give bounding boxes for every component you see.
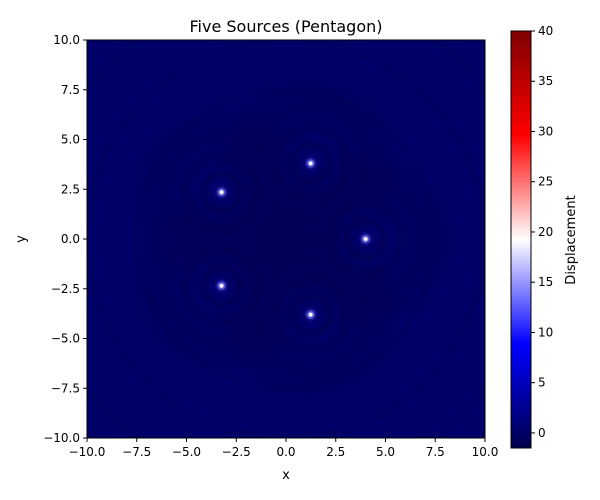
y-tick-label: 0.0 — [61, 232, 80, 246]
colorbar-tick-label: 0 — [538, 426, 546, 440]
x-tick-label: 2.5 — [326, 445, 345, 459]
y-axis-label: y — [14, 235, 29, 243]
source-point-2 — [308, 161, 313, 166]
y-tick-label: 10.0 — [53, 33, 80, 47]
plot-area — [87, 40, 485, 438]
colorbar: 0 5 10 15 20 25 30 35 40 Displacement — [510, 24, 579, 449]
y-tick-label: 7.5 — [61, 83, 80, 97]
y-tick-label: −5.0 — [51, 332, 80, 346]
interference-ring — [132, 85, 440, 393]
x-tick-label: 0.0 — [276, 445, 295, 459]
source-point-5 — [308, 312, 313, 317]
interference-ring — [182, 135, 390, 343]
colorbar-tick-label: 35 — [538, 74, 553, 88]
x-tick-label: −5.0 — [172, 445, 201, 459]
y-tick-label: 2.5 — [61, 182, 80, 196]
x-axis-label: x — [282, 468, 290, 483]
colorbar-tick-label: 30 — [538, 124, 553, 138]
y-tick-label: 5.0 — [61, 133, 80, 147]
interference-ring — [232, 185, 340, 293]
x-tick-label: −7.5 — [122, 445, 151, 459]
y-tick-label: −7.5 — [51, 381, 80, 395]
x-tick-label: −10.0 — [69, 445, 106, 459]
x-tick-label: 7.5 — [426, 445, 445, 459]
source-point-1 — [363, 237, 368, 241]
y-axis: −10.0 −7.5 −5.0 −2.5 0.0 2.5 5.0 7.5 10.0 — [43, 33, 87, 445]
y-tick-label: −10.0 — [43, 431, 80, 445]
colorbar-gradient — [510, 30, 532, 449]
chart-title: Five Sources (Pentagon) — [190, 17, 383, 36]
colorbar-tick-label: 5 — [538, 376, 546, 390]
colorbar-label: Displacement — [564, 195, 579, 284]
source-point-4 — [219, 283, 224, 288]
colorbar-tick-label: 25 — [538, 175, 553, 189]
x-axis: −10.0 −7.5 −5.0 −2.5 0.0 2.5 5.0 7.5 10.0 — [69, 438, 499, 459]
y-tick-label: −2.5 — [51, 282, 80, 296]
x-tick-label: −2.5 — [222, 445, 251, 459]
colorbar-tick-label: 20 — [538, 225, 553, 239]
x-tick-label: 5.0 — [376, 445, 395, 459]
colorbar-tick-label: 10 — [538, 325, 553, 339]
colorbar-tick-label: 15 — [538, 275, 553, 289]
source-point-3 — [219, 190, 224, 195]
x-tick-label: 10.0 — [472, 445, 499, 459]
colorbar-tick-label: 40 — [538, 24, 553, 38]
